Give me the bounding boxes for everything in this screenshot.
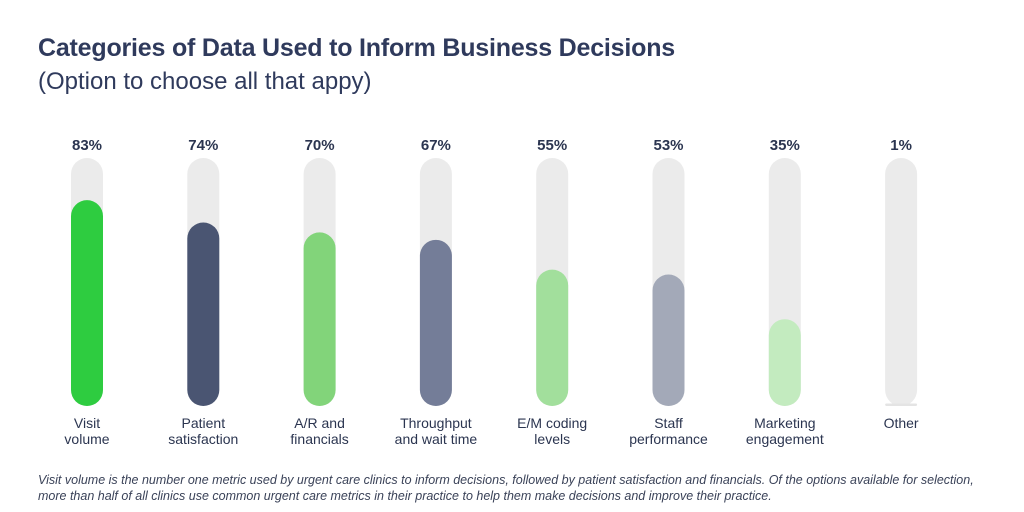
bar bbox=[885, 403, 918, 406]
data-label: 35% bbox=[770, 137, 800, 154]
bar-group: 74% Patient satisfaction bbox=[168, 137, 238, 447]
category-label-line: Patient bbox=[182, 415, 226, 431]
data-label: 67% bbox=[421, 137, 451, 154]
chart-subtitle: (Option to choose all that appy) bbox=[38, 68, 372, 95]
data-label: 1% bbox=[890, 137, 912, 154]
bar bbox=[652, 274, 685, 406]
category-label-line: A/R and bbox=[294, 415, 345, 431]
category-label-line: Other bbox=[884, 415, 919, 431]
category-label-line: Marketing bbox=[754, 415, 815, 431]
bar-group: 67% Throughput and wait time bbox=[395, 137, 478, 447]
bar bbox=[536, 269, 569, 406]
data-label: 83% bbox=[72, 137, 102, 154]
data-label: 70% bbox=[305, 137, 335, 154]
bar bbox=[419, 239, 452, 406]
chart-caption: Visit volume is the number one metric us… bbox=[38, 473, 974, 503]
chart-title: Categories of Data Used to Inform Busine… bbox=[38, 34, 675, 62]
category-label: Staff performance bbox=[629, 415, 708, 447]
category-label: Other bbox=[884, 415, 919, 431]
bar-group: 70% A/R and financials bbox=[290, 137, 348, 447]
category-label: Marketing engagement bbox=[746, 415, 824, 447]
category-label-line: Staff bbox=[654, 415, 683, 431]
category-label-line: volume bbox=[64, 431, 109, 447]
data-label: 53% bbox=[653, 137, 683, 154]
bar bbox=[768, 319, 801, 406]
bar-group: 55% E/M coding levels bbox=[517, 137, 587, 447]
category-label: Patient satisfaction bbox=[168, 415, 238, 447]
bar-group: 83% Visit volume bbox=[64, 137, 109, 447]
bar-chart: 83% Visit volume 74% Patient satisfaction 70% A… bbox=[64, 137, 919, 447]
bar bbox=[71, 200, 103, 406]
category-label: Visit volume bbox=[64, 415, 109, 447]
bar-group: 1% Other bbox=[884, 137, 919, 431]
category-label-line: and wait time bbox=[395, 431, 478, 447]
category-label-line: levels bbox=[534, 431, 570, 447]
category-label-line: engagement bbox=[746, 431, 824, 447]
category-label: Throughput and wait time bbox=[395, 415, 478, 447]
category-label-line: E/M coding bbox=[517, 415, 587, 431]
data-label: 74% bbox=[188, 137, 218, 154]
data-label: 55% bbox=[537, 137, 567, 154]
bar bbox=[187, 222, 220, 406]
category-label-line: Throughput bbox=[400, 415, 472, 431]
category-label-line: performance bbox=[629, 431, 708, 447]
bar-group: 53% Staff performance bbox=[629, 137, 708, 447]
category-label-line: satisfaction bbox=[168, 431, 238, 447]
category-label-line: financials bbox=[290, 431, 348, 447]
bar-track bbox=[885, 158, 918, 406]
bar bbox=[303, 232, 336, 406]
bar-group: 35% Marketing engagement bbox=[746, 137, 824, 447]
category-label: E/M coding levels bbox=[517, 415, 587, 447]
category-label: A/R and financials bbox=[290, 415, 348, 447]
category-label-line: Visit bbox=[74, 415, 100, 431]
